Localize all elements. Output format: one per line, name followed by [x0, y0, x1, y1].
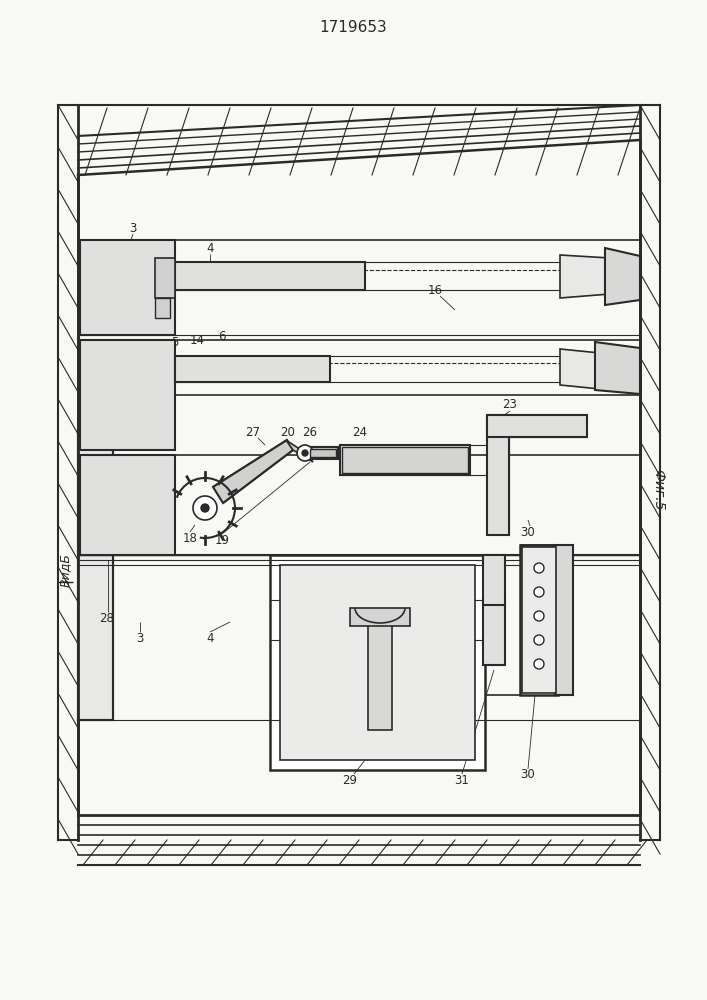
- Bar: [175, 356, 330, 382]
- Text: 28: 28: [100, 611, 115, 624]
- Circle shape: [193, 496, 217, 520]
- Text: 31: 31: [455, 774, 469, 786]
- Circle shape: [534, 635, 544, 645]
- Text: 16: 16: [428, 284, 443, 296]
- Text: 29: 29: [342, 774, 358, 786]
- Text: 27: 27: [245, 426, 260, 440]
- Bar: [520, 545, 558, 695]
- Polygon shape: [605, 248, 640, 305]
- Bar: [555, 545, 573, 695]
- Circle shape: [534, 587, 544, 597]
- Bar: [308, 447, 338, 459]
- Text: 4: 4: [206, 241, 214, 254]
- Text: 14: 14: [189, 334, 204, 347]
- Circle shape: [534, 611, 544, 621]
- Text: 3: 3: [129, 222, 136, 234]
- Bar: [280, 565, 475, 760]
- Text: 30: 30: [520, 526, 535, 538]
- Text: 19: 19: [214, 534, 230, 546]
- Bar: [522, 547, 556, 693]
- Bar: [175, 265, 365, 287]
- Bar: [80, 455, 175, 555]
- Bar: [80, 240, 175, 335]
- Bar: [342, 447, 468, 473]
- Bar: [368, 620, 392, 730]
- Text: 18: 18: [182, 532, 197, 544]
- Circle shape: [302, 450, 308, 456]
- Bar: [487, 415, 587, 437]
- Bar: [80, 340, 175, 450]
- Bar: [483, 600, 505, 665]
- Bar: [155, 298, 170, 318]
- Bar: [175, 359, 330, 379]
- Circle shape: [201, 504, 209, 512]
- Polygon shape: [213, 440, 293, 503]
- Text: 5: 5: [171, 336, 179, 350]
- Bar: [487, 415, 509, 535]
- Text: 1719653: 1719653: [319, 20, 387, 35]
- Circle shape: [534, 563, 544, 573]
- Polygon shape: [560, 255, 610, 298]
- Polygon shape: [286, 440, 313, 462]
- Text: 20: 20: [281, 426, 296, 438]
- Polygon shape: [560, 349, 600, 389]
- Bar: [350, 608, 410, 626]
- Bar: [483, 555, 505, 605]
- Polygon shape: [595, 342, 640, 394]
- Bar: [78, 430, 113, 720]
- Circle shape: [534, 659, 544, 669]
- Text: 26: 26: [303, 426, 317, 438]
- Circle shape: [297, 445, 313, 461]
- Text: ВидБ: ВидБ: [59, 553, 71, 587]
- Bar: [155, 258, 175, 298]
- Text: 23: 23: [503, 398, 518, 412]
- Text: 30: 30: [520, 768, 535, 782]
- Text: Фиг.5: Фиг.5: [651, 469, 665, 511]
- Bar: [270, 555, 485, 770]
- Bar: [78, 430, 113, 720]
- Bar: [310, 449, 336, 457]
- Bar: [340, 445, 470, 475]
- Text: 3: 3: [136, 632, 144, 645]
- Bar: [175, 262, 365, 290]
- Text: 6: 6: [218, 330, 226, 344]
- Text: 4: 4: [206, 632, 214, 645]
- Text: 24: 24: [353, 426, 368, 438]
